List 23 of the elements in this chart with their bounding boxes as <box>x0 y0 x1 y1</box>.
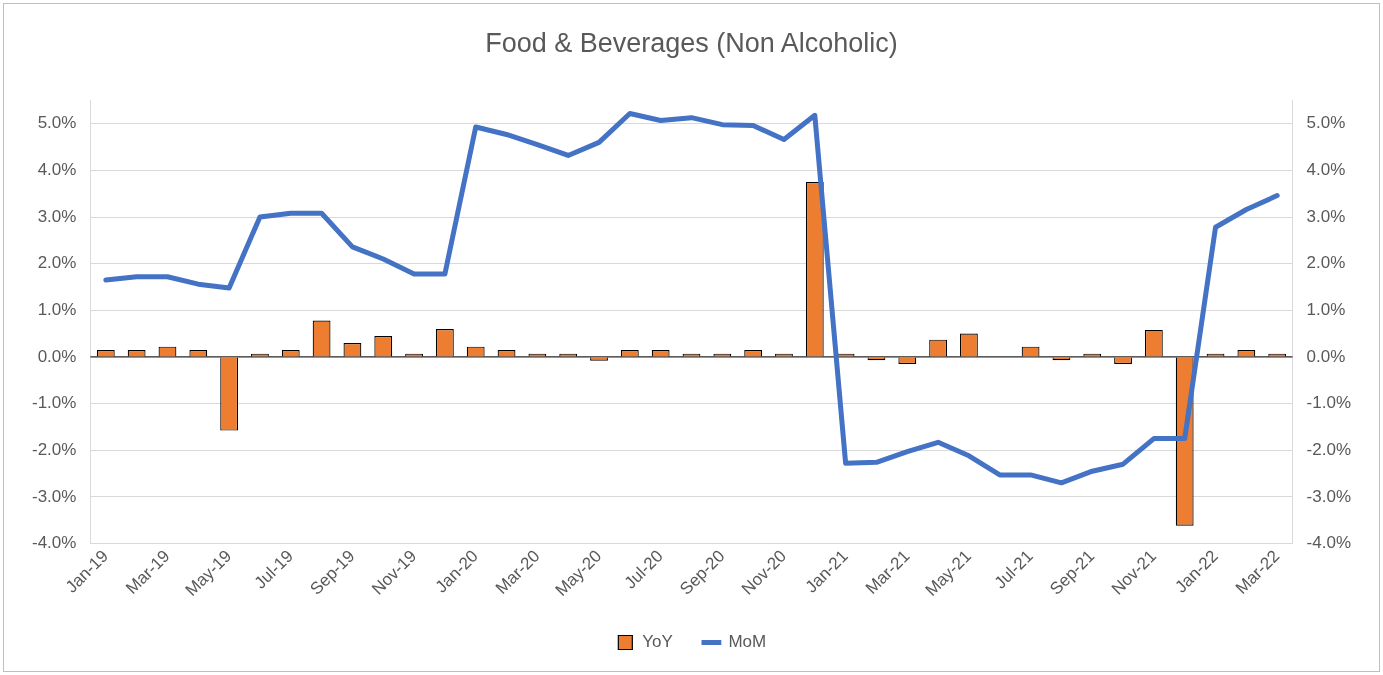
y-tick-label: 5.0% <box>37 113 77 133</box>
y2-tick-label: -1.0% <box>1306 393 1352 413</box>
chart-title: Food & Beverages (Non Alcoholic) <box>485 27 898 58</box>
y2-tick-label: -3.0% <box>1306 486 1352 506</box>
y-tick-label: 4.0% <box>37 160 77 180</box>
y2-tick-label: 1.0% <box>1306 299 1346 319</box>
y-tick-label: -4.0% <box>31 533 77 553</box>
y2-tick-label: 3.0% <box>1306 206 1346 226</box>
y2-tick-label: 5.0% <box>1306 113 1346 133</box>
y-tick-label: 3.0% <box>37 206 77 226</box>
y-tick-label: -2.0% <box>31 439 77 459</box>
legend-label: MoM <box>728 632 767 652</box>
y-tick-label: -3.0% <box>31 486 77 506</box>
y-tick-label: 2.0% <box>37 253 77 273</box>
y2-tick-label: -4.0% <box>1306 533 1352 553</box>
y2-tick-label: 0.0% <box>1306 346 1346 366</box>
y-tick-label: 0.0% <box>37 346 77 366</box>
y-tick-label: -1.0% <box>31 393 77 413</box>
y2-tick-label: 4.0% <box>1306 160 1346 180</box>
y-tick-label: 1.0% <box>37 299 77 319</box>
y2-tick-label: 2.0% <box>1306 253 1346 273</box>
legend-label: YoY <box>642 632 673 652</box>
y2-tick-label: -2.0% <box>1306 439 1352 459</box>
